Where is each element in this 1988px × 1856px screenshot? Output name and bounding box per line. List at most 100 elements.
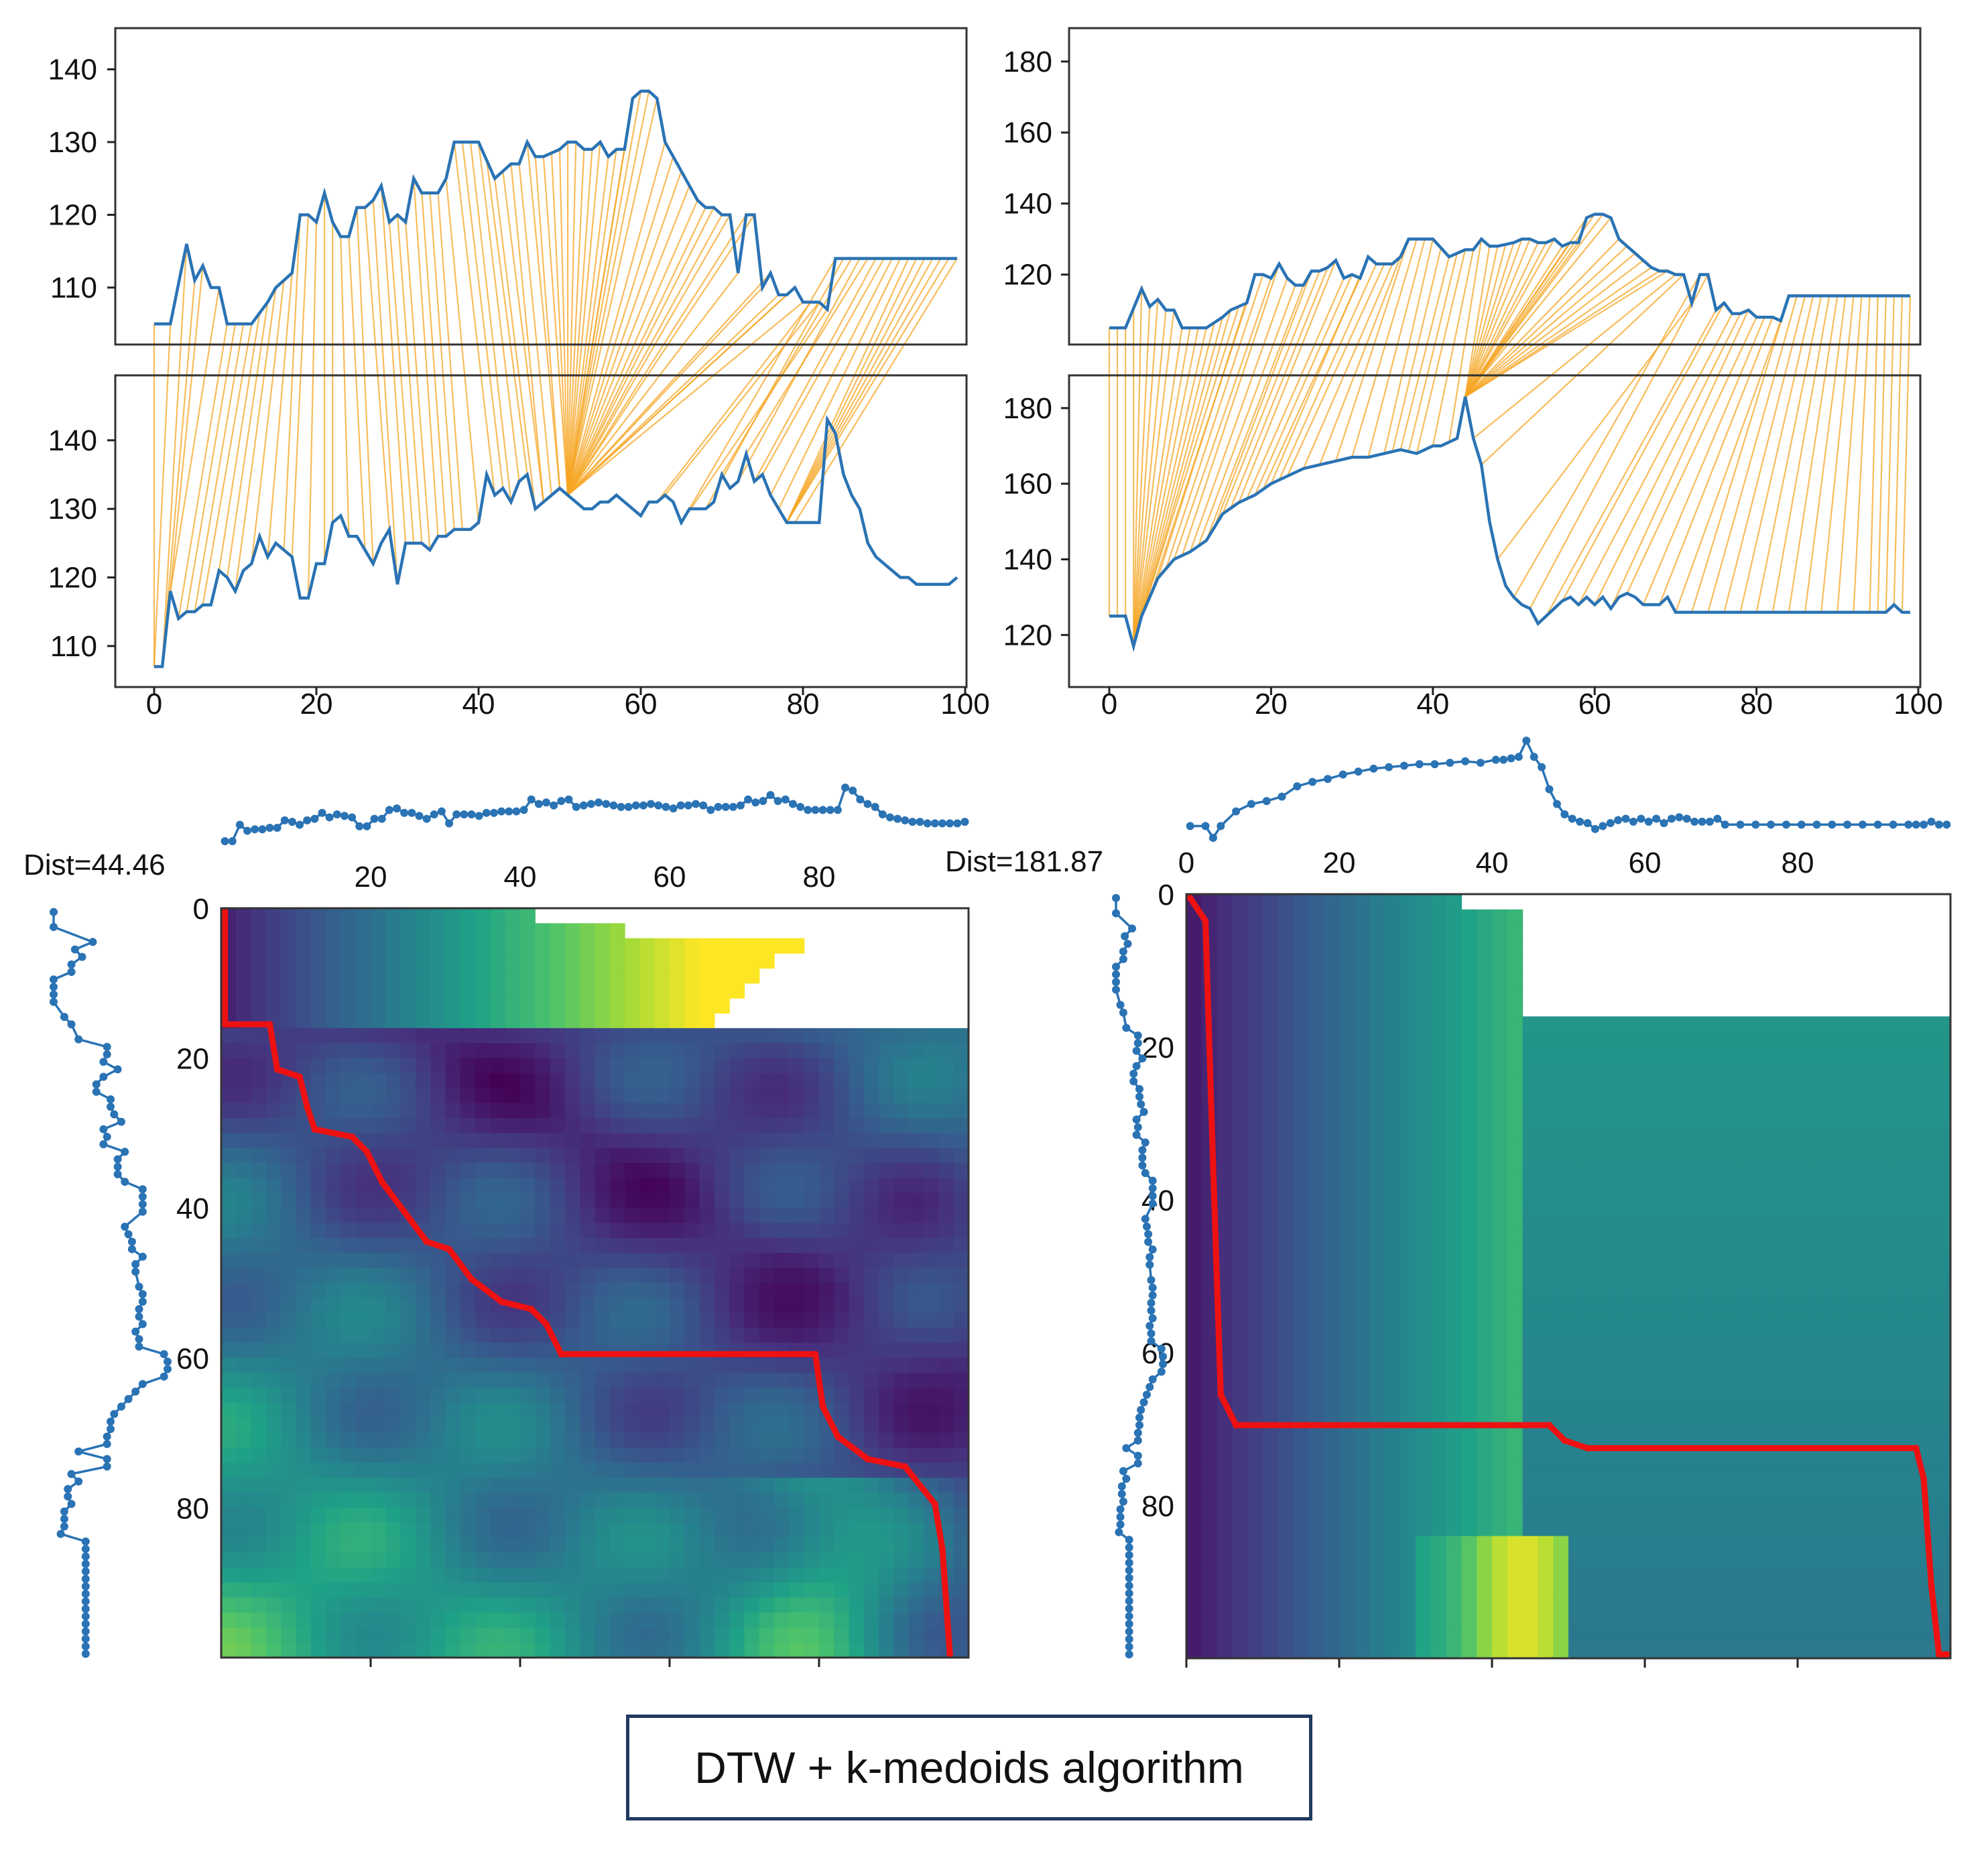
top-series-point (833, 806, 842, 814)
heatmap-cell (1599, 1505, 1615, 1522)
heatmap-cell (1263, 1398, 1279, 1414)
heatmap-cell (1385, 909, 1401, 926)
heatmap-cell (520, 1507, 536, 1524)
dist-label-left: Dist=44.46 (23, 849, 166, 881)
heatmap-cell (1599, 1459, 1615, 1475)
heatmap-cell (1721, 1276, 1737, 1292)
heatmap-cell (759, 938, 775, 954)
heatmap-cell (804, 1237, 820, 1253)
heatmap-cell (371, 1447, 386, 1463)
heatmap-cell (236, 1148, 252, 1164)
heatmap-cell (490, 1463, 506, 1479)
heatmap-cell (1828, 1337, 1844, 1353)
heatmap-cell (1660, 1154, 1676, 1170)
heatmap-cell (371, 1088, 386, 1104)
heatmap-cell (1828, 1414, 1844, 1430)
heatmap-cell (1446, 1108, 1462, 1124)
heatmap-cell (834, 1538, 850, 1554)
heatmap-cell (1583, 1215, 1600, 1231)
heatmap-cell (1416, 1108, 1432, 1124)
heatmap-cell (1721, 1169, 1737, 1185)
heatmap-cell (1614, 1215, 1630, 1231)
heatmap-cell (714, 1298, 730, 1314)
heatmap-cell (340, 1343, 357, 1359)
heatmap-cell (714, 1642, 730, 1658)
heatmap-cell (490, 1418, 506, 1434)
heatmap-cell (490, 1357, 506, 1373)
heatmap-cell (1629, 1459, 1645, 1475)
heatmap-cell (326, 1223, 341, 1239)
heatmap-cell (296, 1178, 312, 1194)
heatmap-cell (475, 1493, 491, 1508)
heatmap-cell (265, 1477, 282, 1493)
warp-line (1133, 322, 1215, 647)
warp-line (1465, 259, 1644, 397)
heatmap-cell (1201, 1429, 1218, 1445)
heatmap-cell (535, 1463, 551, 1479)
heatmap-cell (1400, 1337, 1416, 1353)
heatmap-cell (1354, 1245, 1371, 1261)
heatmap-cell (1935, 1077, 1950, 1093)
heatmap-cell (759, 1552, 775, 1568)
heatmap-cell (908, 1552, 924, 1568)
heatmap-cell (430, 998, 446, 1014)
heatmap-cell (1507, 1429, 1524, 1445)
heatmap-cell (1247, 1520, 1263, 1537)
heatmap-cell (340, 1373, 357, 1389)
heatmap-cell (789, 1612, 805, 1628)
heatmap-cell (804, 1328, 820, 1344)
heatmap-cell (1553, 1597, 1569, 1613)
heatmap-cell (505, 1267, 521, 1284)
heatmap-cell (326, 1163, 341, 1179)
heatmap-cell (1798, 1475, 1814, 1491)
heatmap-cell (445, 1642, 461, 1658)
heatmap-cell (893, 1192, 910, 1209)
heatmap-cell (310, 953, 326, 969)
heatmap-cell (400, 1163, 416, 1179)
heatmap-cell (1385, 1597, 1401, 1613)
heatmap-cell (1232, 1062, 1248, 1078)
heatmap-cell (1538, 1184, 1554, 1200)
heatmap-cell (834, 1103, 850, 1119)
heatmap-cell (296, 1493, 312, 1508)
heatmap-cell (759, 1387, 775, 1404)
heatmap-cell (296, 1612, 312, 1628)
heatmap-cell (1812, 1230, 1829, 1246)
heatmap-cell (415, 908, 431, 924)
hm-y-tick-label: 80 (176, 1492, 209, 1525)
heatmap-cell (1446, 1062, 1462, 1078)
heatmap-cell (1201, 1520, 1218, 1537)
warp-line (1133, 327, 1207, 647)
heatmap-cell (834, 1418, 850, 1434)
heatmap-cell (1751, 1429, 1767, 1445)
heatmap-cell (609, 1463, 625, 1479)
heatmap-cell (580, 1612, 596, 1628)
heatmap-cell (1278, 1184, 1294, 1200)
heatmap-cell (1935, 1337, 1950, 1353)
heatmap-cell (355, 1538, 371, 1554)
heatmap-cell (1859, 1520, 1875, 1537)
heatmap-cell (639, 1237, 656, 1253)
heatmap-cell (1874, 1383, 1890, 1399)
heatmap-cell (1706, 1383, 1722, 1399)
heatmap-cell (1782, 1520, 1798, 1537)
heatmap-cell (1416, 1077, 1432, 1093)
heatmap-cell (893, 1447, 910, 1463)
heatmap-cell (1416, 1353, 1432, 1369)
heatmap-cell (265, 1538, 282, 1554)
heatmap-cell (1293, 1077, 1309, 1093)
heatmap-cell (863, 1328, 879, 1344)
heatmap-cell (326, 1043, 341, 1059)
heatmap-cell (475, 1507, 491, 1524)
heatmap-cell (371, 1432, 386, 1448)
heatmap-cell (265, 1357, 282, 1373)
heatmap-cell (1354, 1475, 1371, 1491)
side-series-point (103, 1462, 111, 1471)
heatmap-cell (1369, 1047, 1385, 1063)
heatmap-cell (863, 1612, 879, 1628)
heatmap-cell (1354, 1322, 1371, 1338)
heatmap-cell (1354, 940, 1371, 956)
heatmap-cell (1400, 1032, 1416, 1048)
heatmap-cell (1751, 1367, 1767, 1384)
heatmap-cell (759, 1192, 775, 1209)
